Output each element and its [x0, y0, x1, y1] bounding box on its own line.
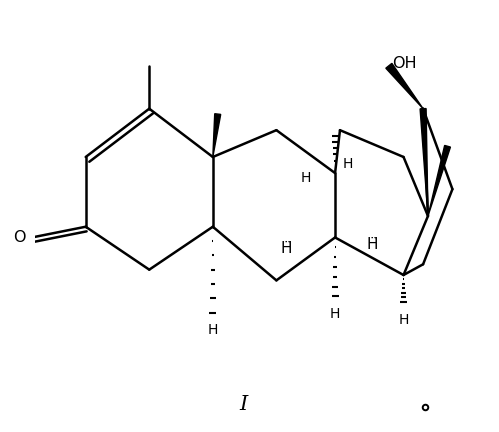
- Polygon shape: [420, 108, 428, 216]
- Text: H: H: [398, 313, 409, 327]
- Text: H: H: [208, 323, 218, 337]
- Polygon shape: [213, 114, 221, 157]
- Text: Ḧ: Ḧ: [280, 241, 292, 256]
- Text: H: H: [343, 158, 353, 172]
- Polygon shape: [428, 146, 451, 216]
- Text: I: I: [239, 395, 247, 414]
- Text: H: H: [330, 307, 340, 321]
- Text: O: O: [13, 230, 25, 245]
- Text: Ḧ: Ḧ: [366, 238, 378, 252]
- Text: OH: OH: [392, 56, 417, 71]
- Polygon shape: [386, 64, 423, 109]
- Text: H: H: [300, 172, 311, 185]
